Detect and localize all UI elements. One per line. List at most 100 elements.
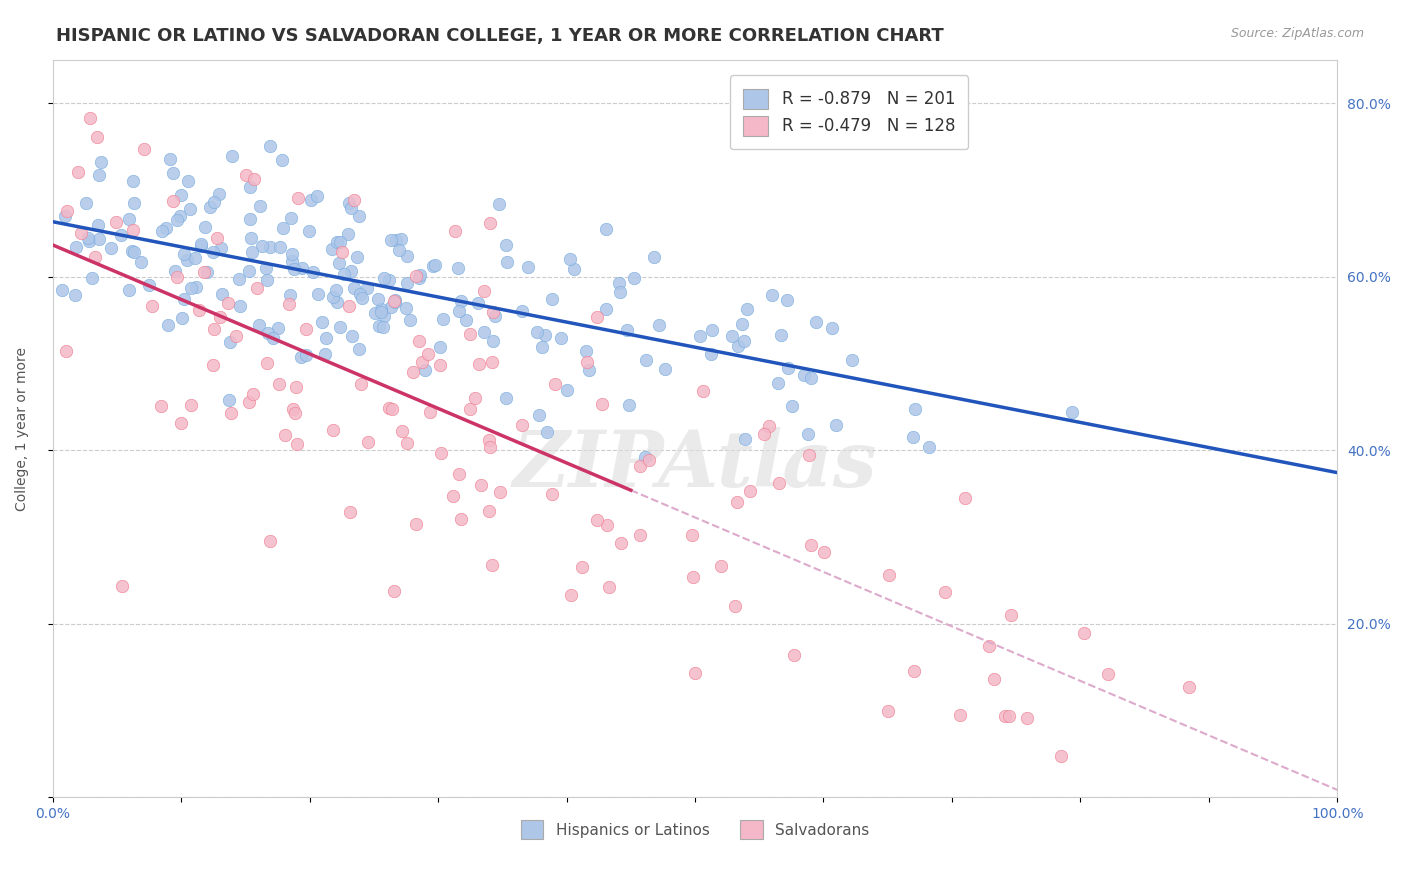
Point (402, 365, 425, 379)
Point (408, 334, 430, 348)
Point (339, 299, 361, 313)
Point (80, 271, 103, 285)
Point (79, 112, 101, 126)
Point (184, 251, 207, 265)
Point (422, 260, 444, 274)
Point (799, 371, 821, 385)
Point (800, 538, 823, 552)
Point (1097, 667, 1119, 681)
Point (87, 232, 110, 246)
Point (100, 241, 122, 255)
Point (229, 299, 252, 313)
Point (449, 467, 471, 482)
Point (280, 211, 302, 225)
Point (281, 401, 304, 416)
Point (285, 436, 308, 450)
Point (903, 430, 925, 444)
Point (262, 331, 284, 345)
Point (138, 277, 160, 292)
Point (377, 273, 399, 287)
Point (484, 309, 506, 323)
Point (301, 265, 323, 279)
Point (591, 397, 613, 411)
Point (409, 268, 432, 282)
Point (609, 535, 631, 549)
Point (219, 406, 242, 420)
Point (575, 355, 598, 369)
Point (172, 311, 194, 326)
Point (235, 168, 257, 182)
Point (416, 347, 439, 361)
Point (544, 377, 567, 392)
Point (169, 209, 191, 223)
Point (541, 292, 564, 306)
Point (357, 434, 380, 449)
Point (754, 427, 776, 442)
Point (55, 344, 77, 359)
Point (877, 704, 900, 718)
Point (299, 194, 322, 208)
Point (77, 230, 100, 244)
Point (877, 568, 900, 582)
Point (382, 583, 405, 598)
Point (595, 301, 617, 316)
Point (269, 240, 291, 254)
Point (75, 195, 97, 210)
Point (388, 243, 411, 257)
Point (609, 285, 631, 300)
Point (180, 281, 202, 295)
Point (607, 277, 630, 291)
Point (1073, 625, 1095, 640)
Point (1050, 749, 1073, 764)
Point (259, 534, 281, 549)
Point (179, 202, 201, 216)
Point (347, 343, 370, 357)
Point (371, 319, 394, 334)
Point (190, 237, 212, 252)
Point (616, 323, 638, 337)
Point (173, 247, 195, 261)
Point (290, 350, 312, 364)
Point (329, 235, 352, 250)
Point (780, 399, 803, 413)
Point (134, 142, 156, 156)
Point (479, 440, 502, 454)
Point (352, 292, 374, 306)
Point (284, 379, 307, 393)
Point (278, 287, 301, 301)
Point (370, 301, 392, 316)
Point (734, 432, 756, 446)
Point (297, 224, 319, 238)
Point (793, 368, 815, 382)
Point (578, 363, 600, 377)
Point (725, 495, 748, 509)
Point (124, 195, 146, 210)
Point (647, 318, 669, 332)
Point (221, 149, 243, 163)
Point (595, 222, 617, 236)
Point (596, 517, 619, 532)
Point (307, 287, 329, 301)
Point (617, 398, 640, 412)
Point (405, 269, 427, 284)
Point (118, 283, 141, 297)
Point (202, 195, 225, 210)
Point (540, 487, 562, 501)
Point (256, 273, 278, 287)
Text: Source: ZipAtlas.com: Source: ZipAtlas.com (1230, 27, 1364, 40)
Point (534, 328, 557, 343)
Point (356, 281, 378, 295)
Point (623, 270, 645, 285)
Point (239, 212, 262, 227)
Point (824, 417, 846, 432)
Point (683, 665, 706, 680)
Point (202, 322, 225, 336)
Point (472, 284, 495, 298)
Point (536, 425, 558, 439)
Point (111, 579, 134, 593)
Point (326, 235, 349, 249)
Point (724, 599, 747, 614)
Point (314, 347, 336, 361)
Point (200, 200, 222, 214)
Point (797, 448, 820, 462)
